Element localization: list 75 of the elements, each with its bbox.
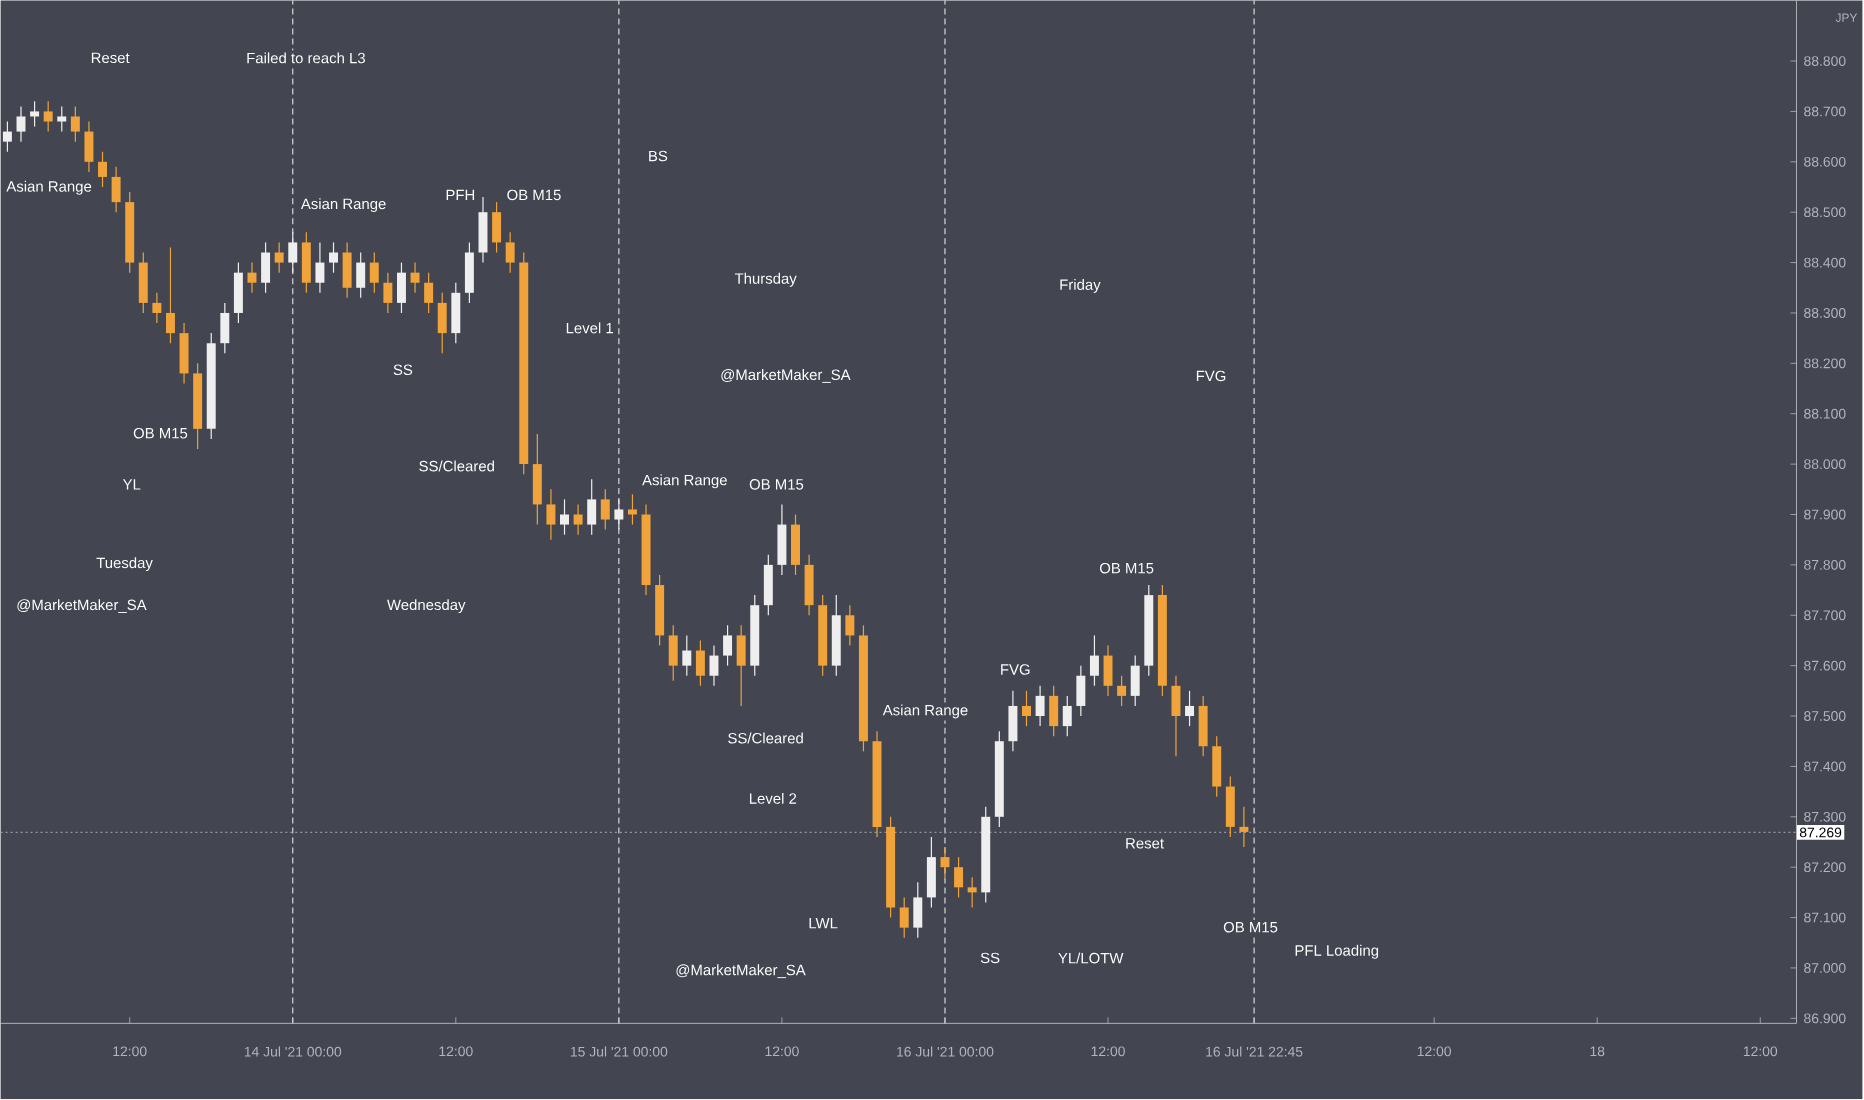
candlestick	[546, 489, 556, 541]
candlestick	[356, 252, 366, 299]
candlestick	[1022, 690, 1031, 728]
candlestick	[899, 897, 909, 939]
candlestick	[763, 554, 773, 617]
candlestick	[383, 272, 393, 314]
candlestick	[2, 121, 12, 153]
candlestick	[709, 645, 719, 687]
candlestick	[220, 302, 230, 355]
candlestick	[274, 242, 284, 274]
candlestick	[560, 499, 569, 536]
candlestick	[614, 499, 624, 531]
candlestick	[492, 201, 502, 254]
candlestick	[1035, 685, 1045, 728]
candlestick	[396, 262, 406, 314]
candlestick	[695, 640, 705, 687]
candlestick	[16, 106, 26, 143]
candlestick	[913, 882, 923, 939]
candlestick	[668, 625, 678, 682]
candlestick	[736, 625, 746, 707]
candlestick	[1062, 695, 1072, 738]
candlestick	[179, 322, 189, 385]
candlestick	[98, 151, 108, 188]
candlestick	[1103, 645, 1113, 697]
candlestick	[451, 282, 461, 345]
candlestick	[967, 877, 977, 909]
candlestick	[804, 554, 814, 617]
candlestick	[84, 121, 94, 173]
candlestick	[573, 504, 583, 536]
candlestick	[70, 106, 80, 143]
candlestick	[57, 106, 67, 133]
candlestick	[30, 101, 40, 128]
candlestick	[1076, 665, 1086, 717]
candlestick	[505, 232, 515, 274]
candlestick	[1089, 635, 1099, 687]
candlestick	[723, 625, 733, 667]
candlestick	[1225, 776, 1235, 838]
candlestick	[233, 262, 243, 324]
candlestick	[478, 196, 488, 264]
candlestick	[954, 856, 964, 899]
candlestick	[1212, 735, 1222, 798]
candlestick	[111, 166, 121, 214]
candlestick	[682, 635, 692, 677]
candlestick	[940, 846, 950, 879]
candlestick	[138, 252, 148, 314]
candlestick	[600, 489, 610, 531]
candlestick	[1185, 690, 1195, 728]
candlestick	[437, 292, 447, 355]
candlestick	[315, 242, 325, 294]
candlestick	[1198, 695, 1208, 758]
candlestick	[152, 292, 162, 324]
candlestick	[464, 242, 474, 304]
candlestick	[424, 272, 434, 314]
candlestick	[627, 494, 637, 526]
candlestick	[791, 514, 800, 576]
candlestick	[777, 504, 787, 576]
candlestick	[410, 262, 420, 294]
candlestick	[329, 242, 338, 274]
candlestick	[532, 433, 542, 526]
candlestick	[43, 101, 53, 133]
candlestick	[342, 242, 352, 299]
candlestick	[369, 252, 379, 294]
candlestick	[261, 242, 271, 294]
candlestick	[1049, 685, 1059, 738]
candlestick	[587, 478, 597, 536]
candlestick	[1171, 675, 1181, 758]
candlestick	[1130, 655, 1140, 707]
candlestick	[288, 232, 298, 274]
candlestick	[1008, 690, 1018, 753]
candlestick	[1117, 675, 1127, 707]
candlestick	[1239, 806, 1249, 848]
candlestick	[926, 836, 936, 909]
candlestick	[165, 247, 175, 345]
candlestick	[301, 232, 311, 294]
candlestick	[845, 604, 855, 647]
